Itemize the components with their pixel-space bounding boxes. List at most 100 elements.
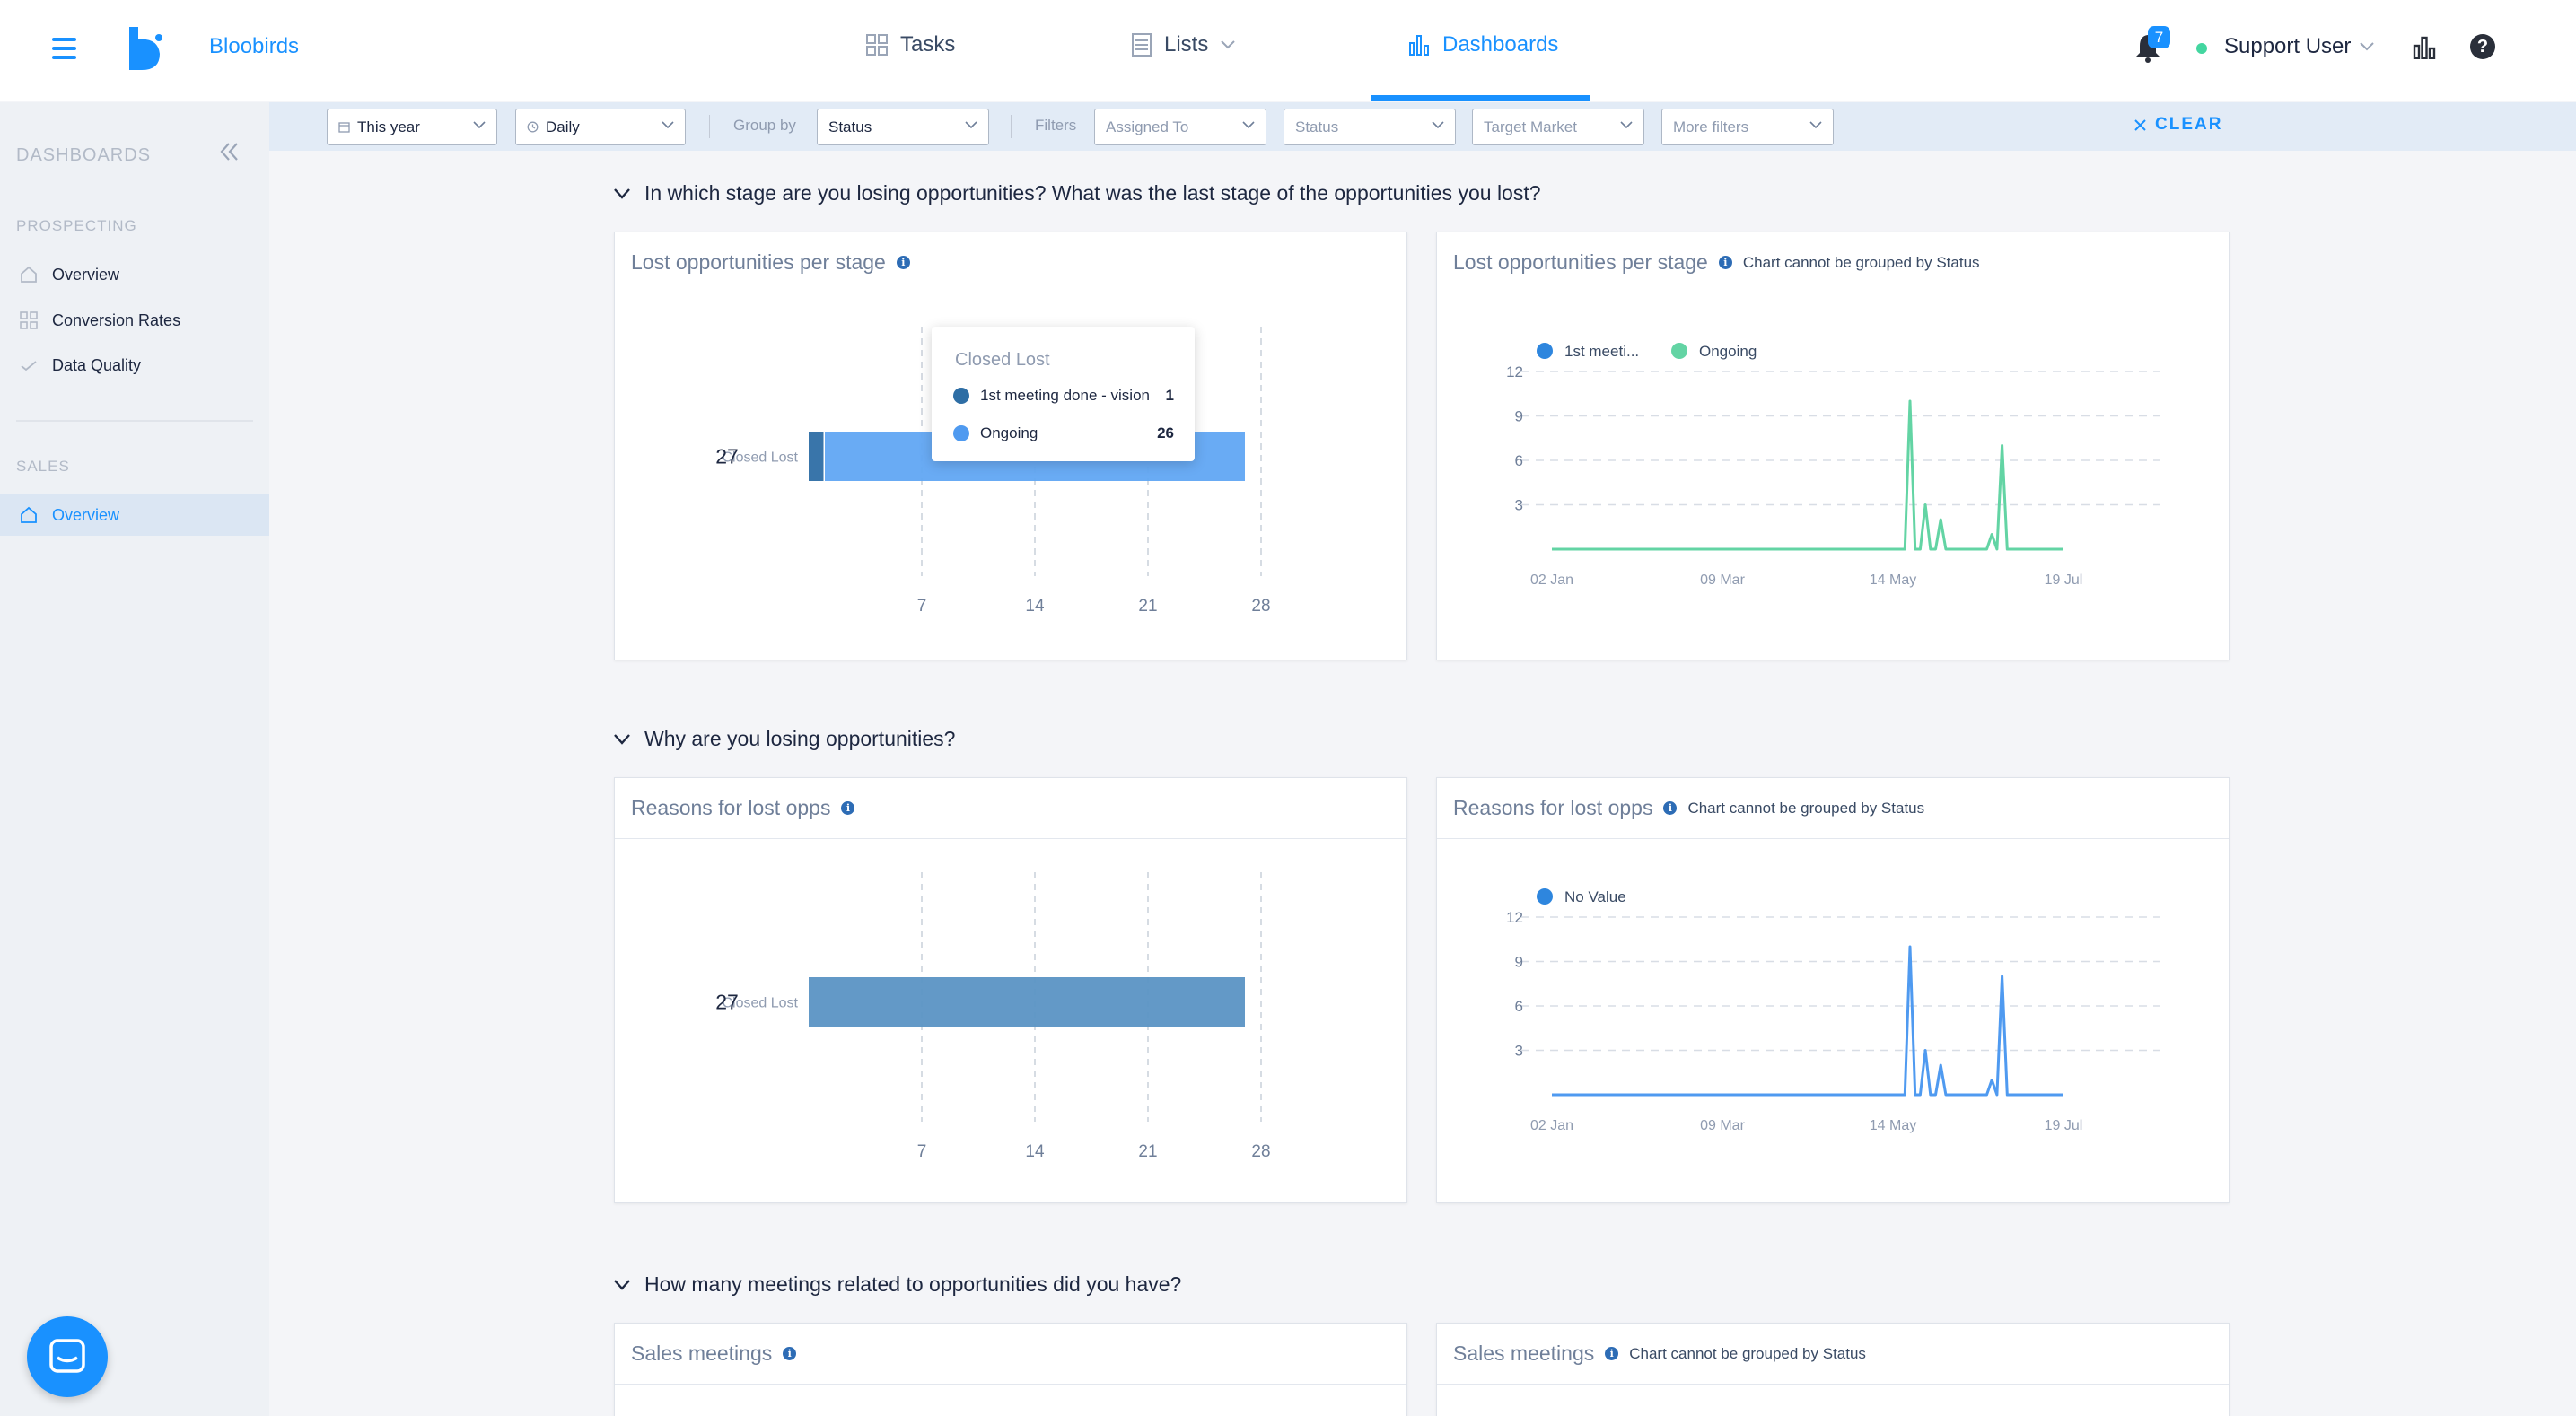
sidebar-item-prospecting-overview[interactable]: Overview: [0, 254, 269, 295]
tooltip-row-value: 1: [1165, 387, 1174, 404]
legend-label: 1st meeti...: [1564, 343, 1639, 360]
x-tick-label: 21: [1138, 1142, 1157, 1161]
y-tick-label: 12: [1506, 909, 1523, 926]
x-tick-label: 02 Jan: [1530, 1118, 1573, 1133]
nav-lists[interactable]: Lists: [1132, 32, 1236, 57]
legend-dot: [1671, 343, 1687, 359]
nav-dashboards-label: Dashboards: [1442, 32, 1559, 57]
user-menu[interactable]: Support User: [2224, 34, 2375, 59]
clear-filters-button[interactable]: CLEAR: [2134, 115, 2222, 135]
grid-icon: [866, 34, 888, 56]
bar-total-label: 27: [715, 991, 739, 1014]
card-reasons-line: Reasons for lost opps i Chart cannot be …: [1436, 777, 2230, 1203]
y-tick-label: 6: [1515, 998, 1523, 1015]
filter-separator: [1011, 115, 1012, 138]
menu-icon[interactable]: [52, 36, 76, 61]
chevron-down-icon: [614, 733, 630, 745]
check-icon: [21, 361, 37, 371]
series-line: [1552, 399, 2063, 551]
category-label: Closed Lost: [723, 996, 799, 1011]
date-range-select[interactable]: This year: [327, 109, 497, 145]
online-status-dot: [2196, 43, 2207, 54]
info-icon[interactable]: i: [841, 801, 855, 815]
y-tick-label: 9: [1515, 408, 1523, 425]
target-market-select[interactable]: Target Market: [1472, 109, 1644, 145]
filter-bar: This year Daily Group by Status Filters …: [269, 102, 2576, 151]
status-placeholder: Status: [1295, 118, 1339, 135]
card-header: Reasons for lost opps i: [615, 778, 1406, 839]
sidebar-section-sales: SALES: [16, 458, 70, 475]
info-icon[interactable]: i: [1718, 256, 1732, 269]
calendar-icon: [338, 122, 350, 133]
help-icon[interactable]: ?: [2470, 34, 2495, 59]
notification-badge: 7: [2148, 26, 2170, 48]
chevron-down-icon: [965, 121, 977, 129]
nav-tasks-label: Tasks: [900, 32, 956, 57]
collapse-sidebar-icon[interactable]: [219, 142, 239, 162]
x-tick-label: 21: [1138, 597, 1157, 616]
nav-dashboards[interactable]: Dashboards: [1408, 32, 1558, 57]
section-toggle-lost-stage[interactable]: In which stage are you losing opportunit…: [614, 181, 1541, 205]
legend-label: No Value: [1564, 888, 1626, 905]
clear-filters-label: CLEAR: [2155, 115, 2223, 134]
card-reasons-bar: Reasons for lost opps i 7 14 21 28 Closed Lo…: [614, 777, 1407, 1203]
card-header: Sales meetings i Chart cannot be grouped…: [1437, 1324, 2229, 1385]
target-market-placeholder: Target Market: [1484, 118, 1577, 135]
legend-dot: [1537, 343, 1553, 359]
chevron-down-icon: [1221, 40, 1236, 49]
clock-icon: [527, 121, 539, 133]
card-sales-meetings-bar: Sales meetings i: [614, 1323, 1407, 1416]
x-tick-label: 14: [1025, 1142, 1045, 1161]
interval-value: Daily: [546, 118, 580, 135]
card-header: Sales meetings i: [615, 1324, 1406, 1385]
group-by-select[interactable]: Status: [817, 109, 989, 145]
info-icon[interactable]: i: [1605, 1347, 1619, 1360]
chevron-down-icon: [1620, 121, 1633, 129]
chevron-down-icon: [2360, 42, 2375, 51]
sidebar-item-label: Overview: [52, 265, 120, 284]
section-toggle-lost-reasons[interactable]: Why are you losing opportunities?: [614, 727, 955, 751]
nav-tasks[interactable]: Tasks: [866, 32, 955, 57]
analytics-icon[interactable]: [2413, 36, 2436, 59]
y-tick-label: 9: [1515, 954, 1523, 971]
chat-icon: [49, 1339, 85, 1373]
more-filters-select[interactable]: More filters: [1661, 109, 1834, 145]
card-title: Reasons for lost opps: [631, 796, 831, 819]
user-name: Support User: [2224, 34, 2352, 58]
legend-dot: [1537, 888, 1553, 905]
sidebar-item-conversion-rates[interactable]: Conversion Rates: [0, 300, 269, 341]
card-header: Reasons for lost opps i Chart cannot be …: [1437, 778, 2229, 839]
y-tick-label: 6: [1515, 452, 1523, 469]
chat-button[interactable]: [27, 1316, 108, 1397]
tooltip-row-value: 26: [1157, 424, 1174, 441]
bar-segment-1st-meeting-done-vision: [809, 432, 824, 481]
x-tick-label: 14: [1025, 597, 1045, 616]
card-sales-meetings-line: Sales meetings i Chart cannot be grouped…: [1436, 1323, 2230, 1416]
status-select[interactable]: Status: [1284, 109, 1456, 145]
info-icon[interactable]: i: [1663, 801, 1678, 815]
line-chart: 1st meeti... Ongoing 3 6 9 12 02 Jan 09 Mar 14 M…: [1506, 343, 2160, 588]
assigned-to-select[interactable]: Assigned To: [1094, 109, 1266, 145]
bar-segment-no-value: [809, 977, 1245, 1027]
home-icon: [21, 266, 37, 283]
y-tick-label: 3: [1515, 1043, 1523, 1060]
bar-total-label: 27: [715, 445, 739, 468]
info-icon[interactable]: i: [896, 256, 910, 269]
close-icon: [2134, 118, 2146, 131]
section-toggle-meetings[interactable]: How many meetings related to opportuniti…: [614, 1272, 1181, 1297]
assigned-to-placeholder: Assigned To: [1106, 118, 1189, 135]
x-tick-label: 28: [1251, 1142, 1270, 1161]
filter-separator: [709, 115, 710, 138]
card-note: Chart cannot be grouped by Status: [1687, 799, 1925, 817]
tooltip-row-label: 1st meeting done - vision: [980, 387, 1150, 404]
x-tick-label: 19 Jul: [2045, 1118, 2083, 1133]
interval-select[interactable]: Daily: [515, 109, 686, 145]
chevron-down-icon: [614, 188, 630, 199]
brand-name[interactable]: Bloobirds: [209, 34, 300, 58]
card-title: Sales meetings: [1453, 1342, 1595, 1365]
section-heading: In which stage are you losing opportunit…: [644, 181, 1541, 205]
sidebar-item-sales-overview[interactable]: Overview: [0, 494, 269, 536]
info-icon[interactable]: i: [783, 1347, 797, 1360]
sidebar-item-data-quality[interactable]: Data Quality: [0, 345, 269, 386]
x-tick-label: 14 May: [1870, 573, 1916, 588]
